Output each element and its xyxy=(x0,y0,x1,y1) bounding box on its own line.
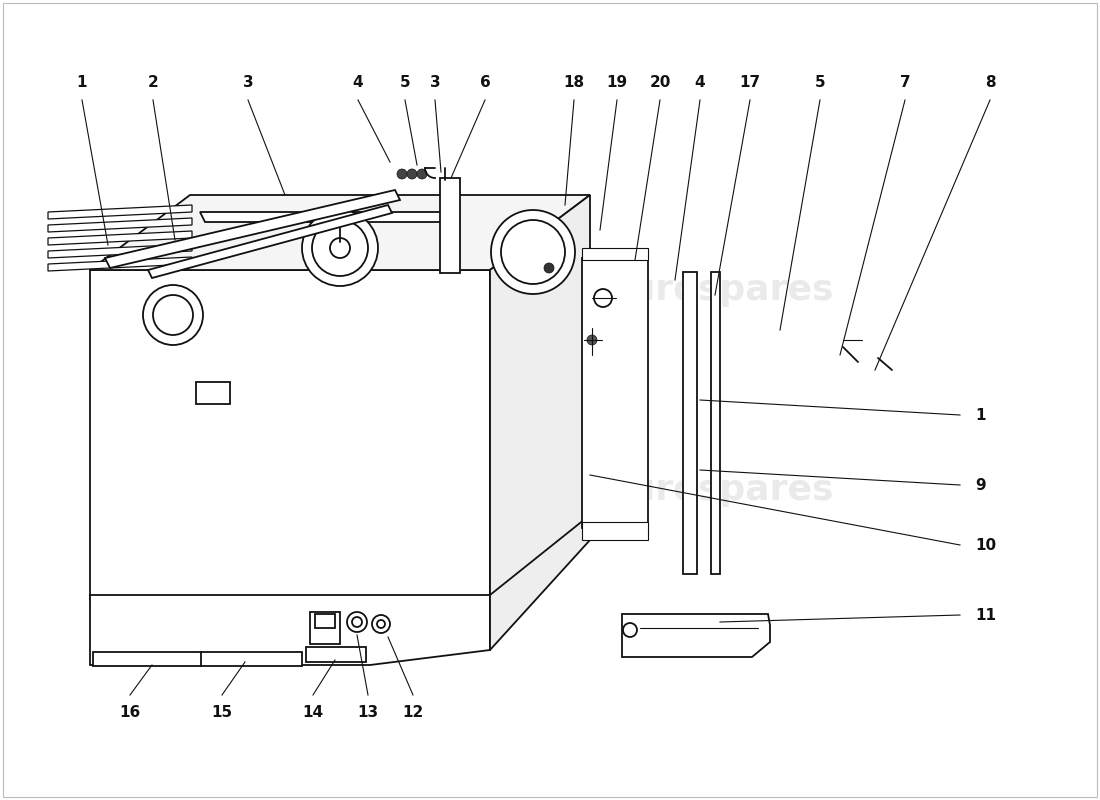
Bar xyxy=(94,652,201,666)
Text: 4: 4 xyxy=(353,75,363,90)
Text: 1: 1 xyxy=(77,75,87,90)
Polygon shape xyxy=(48,218,192,232)
Circle shape xyxy=(372,615,390,633)
Circle shape xyxy=(397,169,407,179)
Circle shape xyxy=(346,612,367,632)
Circle shape xyxy=(594,289,612,307)
Polygon shape xyxy=(582,522,648,540)
Circle shape xyxy=(330,238,350,258)
Text: eurospares: eurospares xyxy=(606,473,834,507)
Circle shape xyxy=(153,295,192,335)
Text: 12: 12 xyxy=(403,705,424,720)
Bar xyxy=(315,614,336,628)
Text: 14: 14 xyxy=(302,705,323,720)
Text: 9: 9 xyxy=(975,478,986,493)
Text: 3: 3 xyxy=(243,75,253,90)
Text: 6: 6 xyxy=(480,75,491,90)
Text: eurospares: eurospares xyxy=(606,273,834,307)
Circle shape xyxy=(302,210,378,286)
Text: 10: 10 xyxy=(975,538,997,553)
Polygon shape xyxy=(582,248,648,260)
Polygon shape xyxy=(48,205,192,219)
Polygon shape xyxy=(48,244,192,258)
Polygon shape xyxy=(200,212,460,222)
Polygon shape xyxy=(90,595,490,665)
Polygon shape xyxy=(48,231,192,245)
Text: 13: 13 xyxy=(358,705,378,720)
Polygon shape xyxy=(48,257,192,271)
Circle shape xyxy=(352,617,362,627)
Text: 5: 5 xyxy=(399,75,410,90)
Polygon shape xyxy=(148,205,392,278)
Text: 8: 8 xyxy=(984,75,996,90)
Polygon shape xyxy=(490,515,590,650)
Text: eurospares: eurospares xyxy=(156,273,384,307)
Bar xyxy=(711,272,720,574)
Text: 5: 5 xyxy=(815,75,825,90)
Text: 17: 17 xyxy=(739,75,760,90)
Bar xyxy=(440,178,460,273)
Circle shape xyxy=(491,210,575,294)
Text: 16: 16 xyxy=(120,705,141,720)
Text: 1: 1 xyxy=(975,407,986,422)
Circle shape xyxy=(407,169,417,179)
Text: 2: 2 xyxy=(147,75,158,90)
Polygon shape xyxy=(90,270,490,600)
Bar xyxy=(683,272,697,574)
Circle shape xyxy=(544,263,554,273)
Polygon shape xyxy=(490,195,590,600)
Text: 3: 3 xyxy=(430,75,440,90)
Text: 20: 20 xyxy=(649,75,671,90)
Circle shape xyxy=(143,285,204,345)
Text: 18: 18 xyxy=(563,75,584,90)
Bar xyxy=(306,647,366,662)
Polygon shape xyxy=(104,190,400,268)
Circle shape xyxy=(377,620,385,628)
Text: 19: 19 xyxy=(606,75,628,90)
Circle shape xyxy=(623,623,637,637)
Text: 15: 15 xyxy=(211,705,232,720)
Circle shape xyxy=(587,335,597,345)
Circle shape xyxy=(500,220,565,284)
Polygon shape xyxy=(90,195,590,270)
Circle shape xyxy=(417,169,427,179)
Circle shape xyxy=(312,220,368,276)
Bar xyxy=(200,652,302,666)
Polygon shape xyxy=(582,258,648,528)
Polygon shape xyxy=(621,614,770,657)
Text: 7: 7 xyxy=(900,75,911,90)
Text: 11: 11 xyxy=(975,607,996,622)
Bar xyxy=(310,612,340,644)
Bar xyxy=(196,382,230,404)
Text: 4: 4 xyxy=(695,75,705,90)
Text: eurospares: eurospares xyxy=(156,473,384,507)
